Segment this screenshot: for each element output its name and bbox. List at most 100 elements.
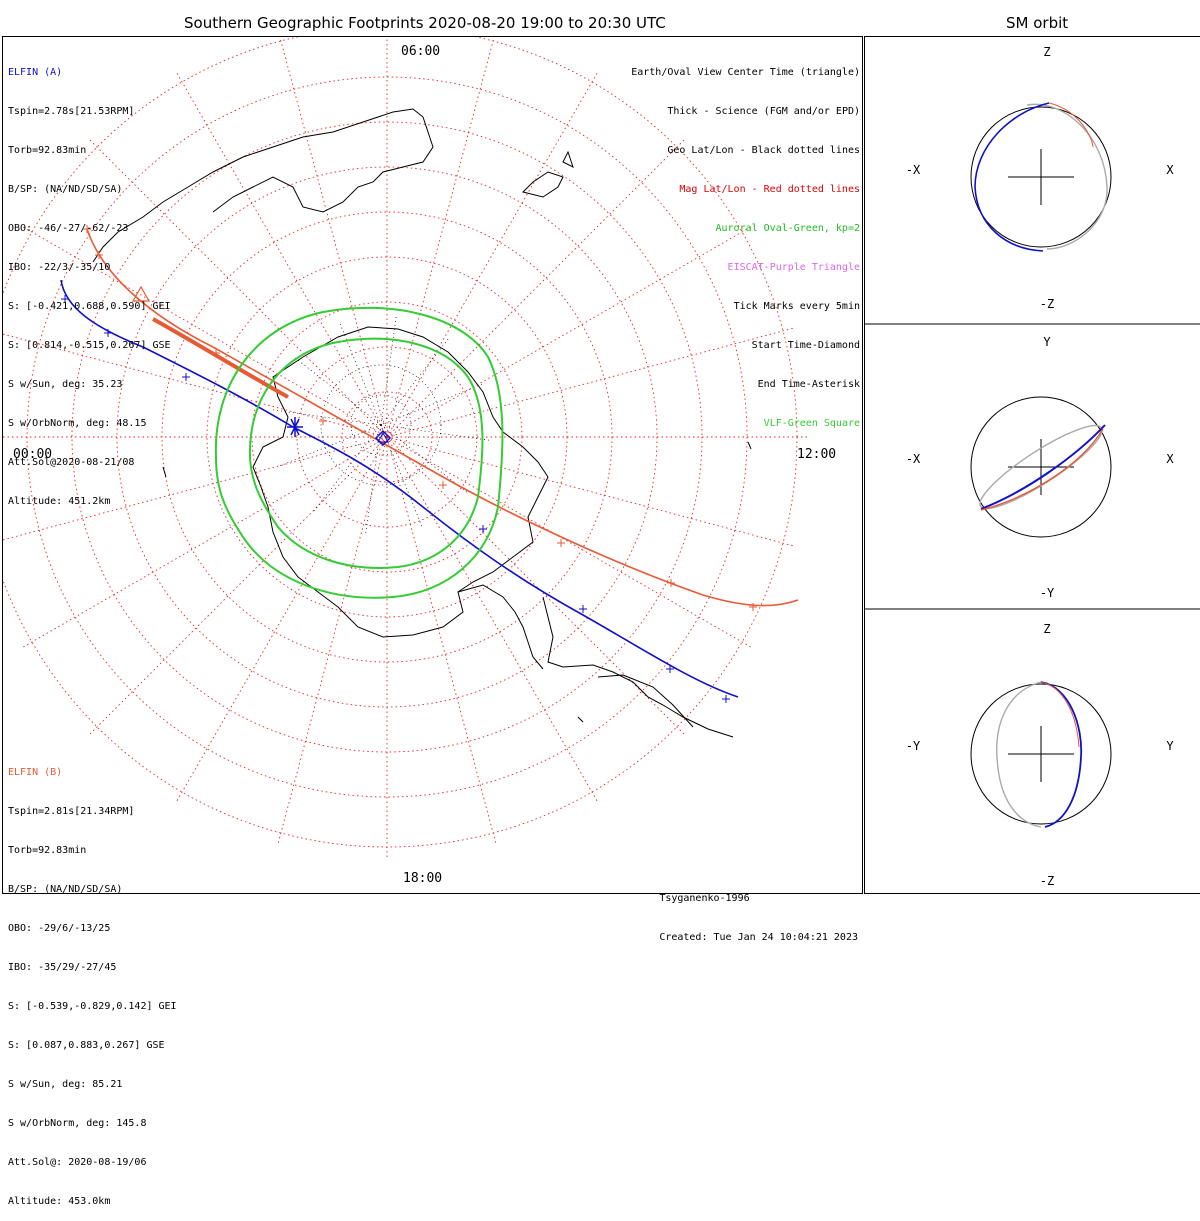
mag-lon-line <box>176 436 388 801</box>
created-timestamp: Created: Tue Jan 24 10:04:21 2023 <box>659 932 858 943</box>
mag-lon-line <box>386 73 598 438</box>
mag-lon-line <box>386 436 497 843</box>
elfin-b-line: Tspin=2.81s[21.34RPM] <box>8 806 135 817</box>
elfin-a-tick <box>722 695 730 703</box>
sm-panel-xz: Z -Z -X X <box>906 45 1175 311</box>
elfin-b-tick <box>319 417 327 425</box>
sm-panel-xy: Y -Y -X X <box>906 335 1175 600</box>
legend-eiscat: EISCAT-Purple Triangle <box>727 262 860 273</box>
elfin-a-line: S: [-0.421,0.688,0.590] GEI <box>8 301 171 312</box>
geo-lon-line <box>380 424 468 493</box>
elfin-a-center-triangle <box>377 431 389 443</box>
geo-lat-circle <box>350 394 412 456</box>
sm-axis-label: -Y <box>1040 586 1055 600</box>
mlt-label-bottom: 18:00 <box>403 871 443 886</box>
mag-lon-line <box>176 73 388 438</box>
mag-lon-line <box>277 436 388 843</box>
south-america-coast <box>542 596 734 738</box>
elfin-b-track <box>83 225 799 611</box>
model-name: Tsyganenko-1996 <box>659 893 750 904</box>
elfin-b-tick <box>557 539 565 547</box>
antarctic-peninsula <box>457 584 544 670</box>
elfin-a-line: S: [0.814,-0.515,0.267] GSE <box>8 340 171 351</box>
elfin-b-line: S: [-0.539,-0.829,0.142] GEI <box>8 1001 177 1012</box>
legend-center-time: Earth/Oval View Center Time (triangle) <box>631 67 860 78</box>
sm-axis-label: X <box>1166 163 1174 177</box>
legend-vlf: VLF-Green Square <box>763 418 860 429</box>
elfin-a-line: Tspin=2.78s[21.53RPM] <box>8 106 135 117</box>
legend-oval: Auroral Oval-Green, kp=2 <box>715 223 861 234</box>
footprint-map-panel: 06:00 00:00 12:00 18:00 <box>2 36 863 894</box>
new-zealand-north <box>562 150 574 168</box>
elfin-b-line: IBO: -35/29/-27/45 <box>8 962 117 973</box>
elfin-b-line: S w/Sun, deg: 85.21 <box>8 1079 123 1090</box>
auroral-oval-outer <box>214 306 504 599</box>
sm-axis-label: Z <box>1043 622 1050 636</box>
sm-orbit-plots: Z -Z -X X Y -Y -X X Z -Z <box>865 45 1200 888</box>
sm-axis-label: Z <box>1043 45 1050 59</box>
mag-lon-line <box>386 37 495 438</box>
footprint-map <box>3 37 807 857</box>
australia-coast <box>92 108 434 263</box>
sm-axis-label: -X <box>906 452 921 466</box>
elfin-a-line: OBO: -46/-27/-62/-23 <box>8 223 129 234</box>
elfin-a-start-diamond <box>374 429 392 447</box>
mag-lon-line <box>386 436 598 801</box>
mag-lon-line <box>386 436 751 648</box>
sm-panel-yz: Z -Z -Y Y <box>906 622 1175 888</box>
elfin-b-tick <box>749 603 757 611</box>
legend-start: Start Time-Diamond <box>751 340 860 351</box>
elfin-b-line: Torb=92.83min <box>8 845 87 856</box>
new-zealand <box>522 171 564 198</box>
elfin-b-center-triangle <box>131 285 151 302</box>
elfin-a-line: Altitude: 451.2km <box>8 496 111 507</box>
antarctica-coastline <box>252 326 549 638</box>
south-america-inner <box>597 674 694 728</box>
sm-axis-label: -Y <box>906 739 921 753</box>
elfin-a-line: Att.Sol@2020-08-21/08 <box>8 457 135 468</box>
elfin-b-line: OBO: -29/6/-13/25 <box>8 923 111 934</box>
elfin-a-line: Torb=92.83min <box>8 145 87 156</box>
elfin-a-line: IBO: -22/3/-35/10 <box>8 262 111 273</box>
sm-axis-label: X <box>1166 452 1174 466</box>
mag-lon-line <box>386 436 793 547</box>
page-title: Southern Geographic Footprints 2020-08-2… <box>184 14 666 32</box>
elfin-b-name: ELFIN (B) <box>8 767 63 778</box>
elfin-b-science-segment <box>152 317 289 399</box>
elfin-a-info: ELFIN (A) Tspin=2.78s[21.53RPM] Torb=92.… <box>8 40 171 521</box>
elfin-b-line: S w/OrbNorm, deg: 145.8 <box>8 1118 147 1129</box>
legend-geo: Geo Lat/Lon - Black dotted lines <box>667 145 860 156</box>
islands <box>162 441 752 723</box>
geo-lat-circle <box>320 364 442 486</box>
sm-orbit-title: SM orbit <box>1006 14 1069 32</box>
elfin-a-line: B/SP: (NA/ND/SD/SA) <box>8 184 123 195</box>
elfin-a-tick <box>61 295 69 303</box>
elfin-a-line: S w/OrbNorm, deg: 48.15 <box>8 418 147 429</box>
sm-axis-label: -Z <box>1040 297 1054 311</box>
elfin-b-tick <box>83 225 91 233</box>
elfin-a-tick <box>666 665 674 673</box>
elfin-b-info: ELFIN (B) Tspin=2.81s[21.34RPM] Torb=92.… <box>8 740 177 1221</box>
mlt-label-left: 00:00 <box>13 447 53 462</box>
geo-lon-line <box>380 383 484 426</box>
elfin-a-tick <box>104 329 112 337</box>
elfin-a-tick <box>182 373 190 381</box>
elfin-b-tick <box>95 251 103 259</box>
mag-lon-line <box>386 436 685 735</box>
mlt-label-right: 12:00 <box>797 447 837 462</box>
sm-orbit-panel: Z -Z -X X Y -Y -X X Z -Z <box>864 36 1200 894</box>
elfin-b-tick <box>667 579 675 587</box>
elfin-a-tick <box>479 525 487 533</box>
elfin-b-line: Altitude: 453.0km <box>8 1196 111 1207</box>
elfin-b-line: B/SP: (NA/ND/SD/SA) <box>8 884 123 895</box>
elfin-b-tick <box>439 481 447 489</box>
elfin-b-line: S: [0.087,0.883,0.267] GSE <box>8 1040 165 1051</box>
elfin-a-track <box>60 279 739 703</box>
sm-axis-label: Y <box>1043 335 1051 349</box>
elfin-a-name: ELFIN (A) <box>8 67 63 78</box>
sm-axis-label: -X <box>906 163 921 177</box>
legend-end: End Time-Asterisk <box>757 379 860 390</box>
sm-axis-label: -Z <box>1040 874 1054 888</box>
elfin-b-tick <box>212 349 220 357</box>
auroral-oval-inner <box>248 337 484 569</box>
